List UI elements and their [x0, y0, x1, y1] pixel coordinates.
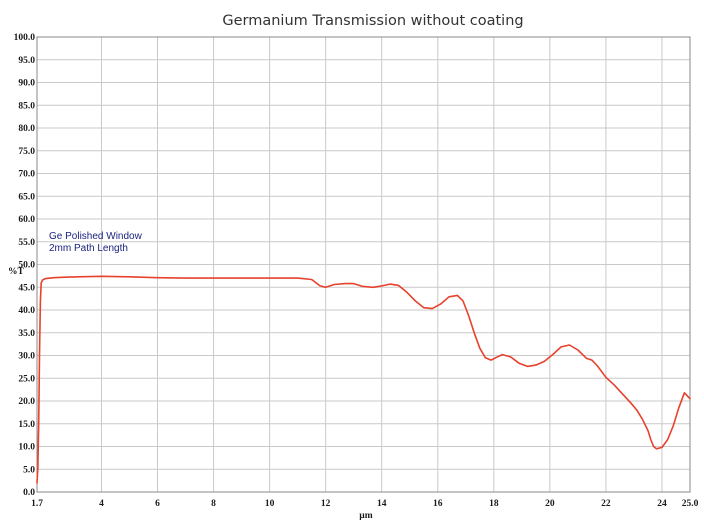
y-tick-label: 100.0: [14, 33, 36, 43]
y-tick-label: 5.0: [23, 465, 35, 475]
x-tick-label: 10: [265, 499, 275, 509]
y-tick-label: 75.0: [18, 147, 35, 157]
y-axis-label: %T: [8, 267, 25, 277]
y-gridlines: [37, 36, 690, 493]
y-tick-label: 45.0: [18, 283, 35, 293]
y-tick-label: 20.0: [18, 397, 35, 407]
x-tick-label: 22: [601, 499, 611, 509]
y-tick-label: 10.0: [18, 443, 35, 453]
plot-frame: [36, 36, 691, 493]
y-tick-labels: 0.0 5.0 10.0 15.0 20.0 25.0 30.0 35.0 40.0 45.0 50…: [14, 33, 36, 498]
annotation-line-1: Ge Polished Window: [49, 231, 143, 242]
x-tick-label: 18: [489, 499, 499, 509]
y-tick-label: 65.0: [18, 192, 35, 202]
y-tick-label: 30.0: [18, 352, 35, 362]
y-tick-label: 25.0: [18, 374, 35, 384]
x-tick-label: 1.7: [31, 499, 43, 509]
x-tick-labels: 1.7 4 6 8 10 12 14 16 18 20 22 24 25.0: [31, 499, 699, 509]
y-tick-label: 95.0: [18, 56, 35, 66]
x-tick-label: 25.0: [682, 499, 699, 509]
y-tick-label: 15.0: [18, 420, 35, 430]
y-tick-label: 35.0: [18, 329, 35, 339]
annotation-line-2: 2mm Path Length: [49, 243, 128, 254]
x-axis-label: µm: [359, 511, 372, 521]
x-tick-label: 12: [321, 499, 331, 509]
y-tick-label: 70.0: [18, 170, 35, 180]
y-tick-label: 90.0: [18, 79, 35, 89]
x-tick-label: 16: [433, 499, 443, 509]
y-tick-label: 55.0: [18, 238, 35, 248]
y-tick-label: 60.0: [18, 215, 35, 225]
y-tick-label: 85.0: [18, 101, 35, 111]
y-tick-label: 0.0: [23, 488, 35, 498]
x-tick-label: 6: [155, 499, 160, 509]
x-tick-label: 20: [545, 499, 555, 509]
series-group: [36, 275, 691, 484]
y-tick-label: 40.0: [18, 306, 35, 316]
x-tick-label: 24: [657, 499, 667, 509]
x-tick-label: 8: [211, 499, 216, 509]
x-tick-label: 4: [99, 499, 104, 509]
y-tick-label: 80.0: [18, 124, 35, 134]
x-tick-label: 14: [377, 499, 387, 509]
transmission-series-line: [36, 275, 691, 484]
chart-title: Germanium Transmission without coating: [222, 13, 523, 29]
y-tick-label: 50.0: [18, 261, 35, 271]
